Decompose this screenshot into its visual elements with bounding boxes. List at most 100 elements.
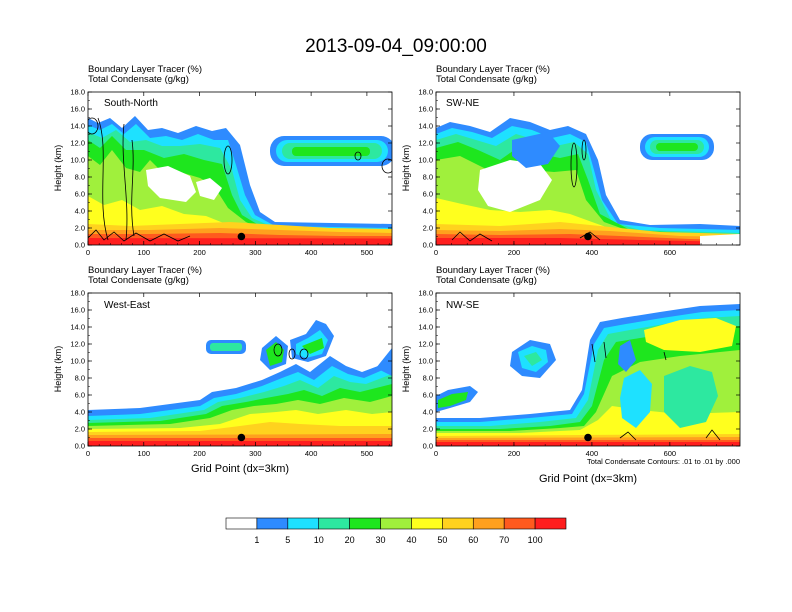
y-tick-label: 10.0 — [70, 156, 85, 165]
y-tick-label: 12.0 — [70, 340, 85, 349]
x-tick-label: 0 — [434, 449, 438, 458]
panel-2-ylabel: Height (km) — [401, 145, 411, 192]
colorbar-swatch — [349, 517, 381, 530]
colorbar: 1 5 10 20 30 40 50 60 70 100 — [225, 517, 567, 545]
y-tick-label: 2.0 — [75, 224, 85, 233]
colorbar-label: 10 — [314, 535, 324, 545]
y-tick-label: 0.0 — [75, 241, 85, 250]
y-tick-label: 4.0 — [423, 207, 433, 216]
y-tick-label: 2.0 — [423, 224, 433, 233]
panel-1-field — [88, 92, 392, 245]
y-tick-label: 16.0 — [418, 306, 433, 315]
y-tick-label: 8.0 — [423, 173, 433, 182]
panel-3-field — [88, 293, 392, 446]
y-tick-label: 0.0 — [423, 241, 433, 250]
colorbar-swatch — [472, 517, 505, 530]
y-tick-label: 12.0 — [418, 139, 433, 148]
panel-sw-ne: Boundary Layer Tracer (%) Total Condensa… — [401, 64, 741, 257]
colorbar-swatch — [503, 517, 536, 530]
panel-4-axes: 0 200 400 600 0.0 2.0 4.0 6.0 8.0 10.0 12.0 14.0 16.… — [418, 289, 740, 458]
panel-south-north: Boundary Layer Tracer (%) Total Condensa… — [53, 64, 393, 257]
x-tick-label: 300 — [249, 449, 262, 458]
y-tick-label: 18.0 — [418, 88, 433, 97]
panel-1-header-condensate: Total Condensate (g/kg) — [88, 74, 189, 85]
y-tick-label: 6.0 — [423, 391, 433, 400]
y-tick-label: 8.0 — [75, 173, 85, 182]
x-tick-label: 200 — [193, 449, 206, 458]
y-tick-label: 4.0 — [423, 408, 433, 417]
colorbar-label: 5 — [285, 535, 290, 545]
x-tick-label: 500 — [361, 248, 374, 257]
y-tick-label: 10.0 — [70, 357, 85, 366]
y-tick-label: 14.0 — [70, 122, 85, 131]
x-tick-label: 200 — [193, 248, 206, 257]
colorbar-label: 50 — [437, 535, 447, 545]
panel-1-label: South-North — [104, 98, 158, 109]
panel-4-label: NW-SE — [446, 300, 479, 311]
x-tick-label: 200 — [508, 449, 521, 458]
panel-3-xlabel: Grid Point (dx=3km) — [191, 463, 289, 475]
y-tick-label: 14.0 — [418, 323, 433, 332]
y-tick-label: 8.0 — [75, 374, 85, 383]
x-tick-label: 600 — [664, 449, 677, 458]
panel-3-ylabel: Height (km) — [53, 346, 63, 393]
panel-4-header-tracer: Boundary Layer Tracer (%) — [436, 265, 550, 276]
x-tick-label: 600 — [664, 248, 677, 257]
x-tick-label: 100 — [138, 248, 151, 257]
x-tick-label: 0 — [434, 248, 438, 257]
colorbar-swatch — [225, 517, 258, 530]
panel-1-ylabel: Height (km) — [53, 145, 63, 192]
colorbar-swatch — [318, 517, 350, 530]
colorbar-label: 30 — [376, 535, 386, 545]
panel-4-location-marker — [584, 433, 592, 442]
panel-4-header-condensate: Total Condensate (g/kg) — [436, 275, 537, 286]
x-tick-label: 400 — [586, 449, 599, 458]
y-tick-label: 16.0 — [70, 306, 85, 315]
panel-nw-se: Boundary Layer Tracer (%) Total Condensa… — [401, 265, 741, 485]
colorbar-swatch — [411, 517, 443, 530]
y-tick-label: 6.0 — [75, 190, 85, 199]
y-tick-label: 8.0 — [423, 374, 433, 383]
x-tick-label: 300 — [249, 248, 262, 257]
y-tick-label: 14.0 — [70, 323, 85, 332]
panel-3-axes: 0 100 200 300 400 500 0.0 2.0 4.0 6.0 8.0 10.0 12.0 1… — [70, 289, 392, 458]
panel-1-location-marker — [237, 232, 246, 241]
panel-3-location-marker — [237, 433, 246, 442]
y-tick-label: 16.0 — [70, 105, 85, 114]
x-tick-label: 400 — [305, 248, 318, 257]
colorbar-swatch — [534, 517, 567, 530]
panel-3-label: West-East — [104, 300, 150, 311]
colorbar-label: 40 — [406, 535, 416, 545]
panel-3-header-tracer: Boundary Layer Tracer (%) — [88, 265, 202, 276]
y-tick-label: 16.0 — [418, 105, 433, 114]
y-tick-label: 6.0 — [75, 391, 85, 400]
y-tick-label: 2.0 — [75, 425, 85, 434]
colorbar-swatch — [287, 517, 320, 530]
y-tick-label: 18.0 — [70, 289, 85, 298]
panel-2-header-condensate: Total Condensate (g/kg) — [436, 74, 537, 85]
x-tick-label: 500 — [361, 449, 374, 458]
y-tick-label: 12.0 — [70, 139, 85, 148]
x-tick-label: 0 — [86, 248, 90, 257]
colorbar-label: 100 — [528, 535, 543, 545]
colorbar-label: 1 — [254, 535, 259, 545]
x-tick-label: 400 — [305, 449, 318, 458]
panel-3-header-condensate: Total Condensate (g/kg) — [88, 275, 189, 286]
x-tick-label: 100 — [138, 449, 151, 458]
panel-west-east: Boundary Layer Tracer (%) Total Condensa… — [53, 265, 393, 475]
y-tick-label: 4.0 — [75, 408, 85, 417]
panel-2-header-tracer: Boundary Layer Tracer (%) — [436, 64, 550, 75]
colorbar-swatch — [442, 517, 474, 530]
colorbar-label: 60 — [468, 535, 478, 545]
panel-4-xlabel: Grid Point (dx=3km) — [539, 473, 637, 485]
panel-1-axes: 0 100 200 300 400 500 0.0 2.0 4.0 6.0 8.0 10.0 12.0 1… — [70, 88, 392, 257]
y-tick-label: 0.0 — [75, 442, 85, 451]
y-tick-label: 10.0 — [418, 357, 433, 366]
y-tick-label: 12.0 — [418, 340, 433, 349]
y-tick-label: 2.0 — [423, 425, 433, 434]
x-tick-label: 0 — [86, 449, 90, 458]
figure-title: 2013-09-04_09:00:00 — [305, 36, 487, 57]
panel-2-field — [436, 92, 740, 245]
panel-2-location-marker — [584, 232, 592, 241]
y-tick-label: 18.0 — [70, 88, 85, 97]
